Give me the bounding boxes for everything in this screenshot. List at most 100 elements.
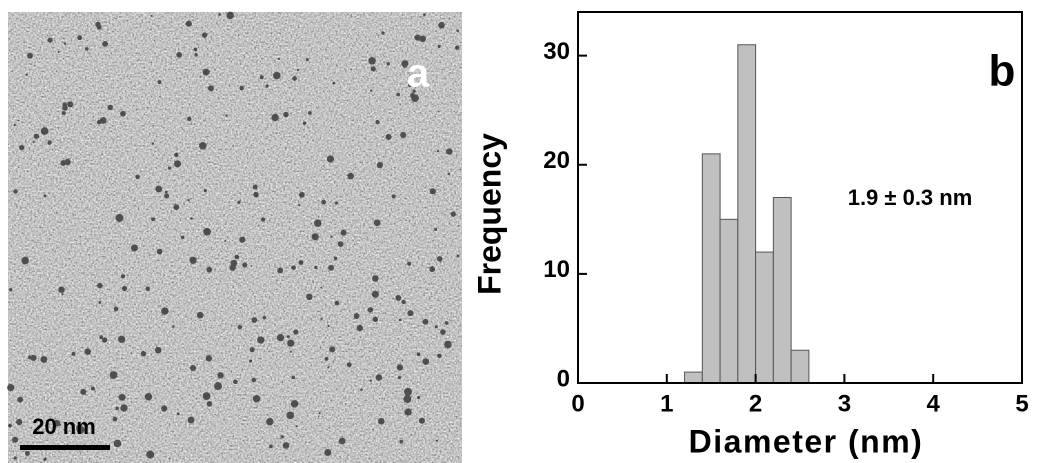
particle xyxy=(273,71,281,80)
particle xyxy=(251,377,257,383)
particle xyxy=(16,418,23,426)
particle xyxy=(115,214,124,222)
particle xyxy=(121,285,128,292)
x-tick-label: 0 xyxy=(571,390,584,417)
particle xyxy=(396,364,404,371)
particle xyxy=(447,172,451,176)
particle xyxy=(403,395,412,404)
particle xyxy=(190,217,193,220)
particle xyxy=(298,191,305,198)
particle xyxy=(454,45,460,50)
particle xyxy=(282,442,290,449)
particle xyxy=(290,350,293,353)
particle xyxy=(27,52,33,59)
particle xyxy=(333,256,338,261)
particle xyxy=(61,293,64,296)
particle xyxy=(203,189,207,193)
particle xyxy=(156,248,163,255)
particle xyxy=(151,217,155,222)
particle xyxy=(398,318,402,322)
particle xyxy=(53,419,61,427)
histogram-panel: 0 1 2 3 4 5 0 10 20 30 Diameter (nm) Frequency b 1.9 … xyxy=(471,11,1029,459)
bar xyxy=(772,197,792,384)
particle xyxy=(305,58,309,62)
particle xyxy=(401,299,406,305)
particle xyxy=(40,356,48,363)
particle xyxy=(277,267,284,274)
particle xyxy=(249,359,253,363)
particle xyxy=(43,194,47,198)
particle xyxy=(196,311,204,319)
particle xyxy=(25,73,28,77)
particle xyxy=(444,340,452,349)
particle xyxy=(286,335,290,339)
bar xyxy=(701,153,721,384)
particle xyxy=(185,20,192,27)
particle xyxy=(320,317,323,320)
particle xyxy=(296,68,300,72)
particle xyxy=(226,11,234,20)
particles xyxy=(7,11,460,461)
particle xyxy=(396,92,401,97)
particle xyxy=(367,307,374,313)
particle xyxy=(161,307,169,315)
particle xyxy=(164,193,170,199)
particle xyxy=(326,155,335,163)
particle xyxy=(187,416,195,424)
particle xyxy=(446,148,453,155)
particle xyxy=(58,286,65,293)
particle xyxy=(277,57,281,60)
tem-image: a 20 nm xyxy=(7,11,462,463)
panel-label: b xyxy=(989,47,1016,96)
particle xyxy=(327,324,330,328)
particle xyxy=(21,256,29,265)
particle xyxy=(208,85,214,92)
particle xyxy=(440,329,446,335)
y-tick-label: 10 xyxy=(543,256,570,283)
particle xyxy=(203,227,211,236)
particle xyxy=(30,354,37,362)
particle xyxy=(187,198,190,202)
particle xyxy=(140,351,147,357)
y-tick-label: 0 xyxy=(557,365,570,392)
particle xyxy=(391,194,396,199)
particle xyxy=(404,408,412,416)
particle xyxy=(7,383,15,392)
particle xyxy=(435,439,439,442)
particle xyxy=(360,388,363,391)
particle xyxy=(190,365,197,371)
particle xyxy=(290,400,299,408)
particle xyxy=(144,393,153,401)
particle xyxy=(287,339,295,347)
particle xyxy=(112,416,118,422)
particle xyxy=(295,425,298,428)
particle xyxy=(76,425,85,434)
particle xyxy=(28,355,32,360)
particle xyxy=(214,382,223,391)
particle xyxy=(154,346,162,354)
particle xyxy=(434,227,438,232)
particle xyxy=(375,120,380,125)
particle xyxy=(332,81,336,85)
particle xyxy=(97,282,103,289)
particle xyxy=(369,379,372,382)
particle xyxy=(311,233,319,241)
particle xyxy=(259,75,264,80)
particle xyxy=(334,300,340,306)
bar xyxy=(755,251,774,384)
particle xyxy=(347,172,354,180)
particle xyxy=(251,317,258,323)
particle xyxy=(173,160,182,168)
bar xyxy=(790,349,810,384)
particle xyxy=(193,47,198,52)
particle xyxy=(233,379,238,385)
particle xyxy=(206,401,213,407)
particle xyxy=(397,375,402,380)
particle xyxy=(155,185,163,193)
particle xyxy=(283,111,289,118)
particle xyxy=(218,13,222,16)
particle xyxy=(395,295,402,301)
particle xyxy=(399,439,404,444)
particle xyxy=(377,418,385,425)
